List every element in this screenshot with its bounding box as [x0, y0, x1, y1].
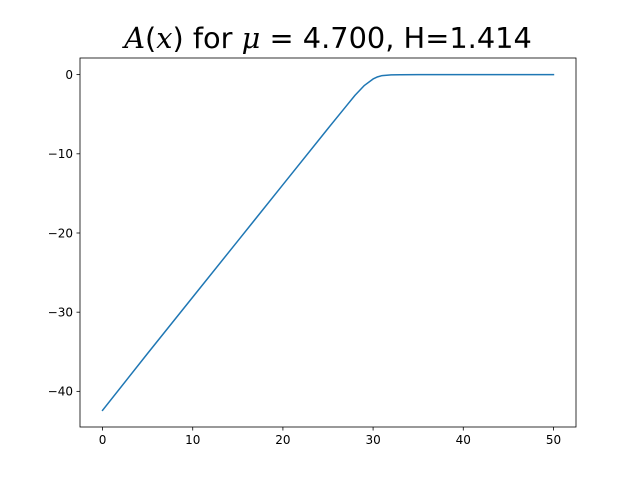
x-tick-label: 10: [185, 433, 200, 447]
plot-area: 0 10 20 30 40 50 0 −10 −20 −30 −40: [48, 57, 577, 447]
x-tick-label: 0: [99, 433, 107, 447]
axes-frame: [79, 57, 577, 428]
title-variable: x: [156, 21, 172, 55]
x-tick-label: 30: [365, 433, 380, 447]
title-function-name: A: [121, 21, 145, 55]
x-tick-label: 50: [546, 433, 561, 447]
y-tick-label: −20: [48, 226, 73, 240]
x-tick-label: 40: [456, 433, 471, 447]
chart-title: A(x) for μ = 4.700, H=1.414: [121, 21, 532, 55]
x-tick-label: 20: [275, 433, 290, 447]
title-paren-open: (: [145, 21, 156, 55]
title-paren-close: ): [173, 21, 184, 55]
y-tick-label: −10: [48, 147, 73, 161]
title-for-text: for: [184, 21, 242, 55]
y-tick-label: −30: [48, 305, 73, 319]
title-mu-symbol: μ: [242, 21, 261, 55]
y-tick-label: −40: [48, 385, 73, 399]
title-parameters: = 4.700, H=1.414: [260, 21, 531, 55]
series-line-0: [101, 73, 555, 412]
y-tick-label: 0: [65, 68, 73, 82]
